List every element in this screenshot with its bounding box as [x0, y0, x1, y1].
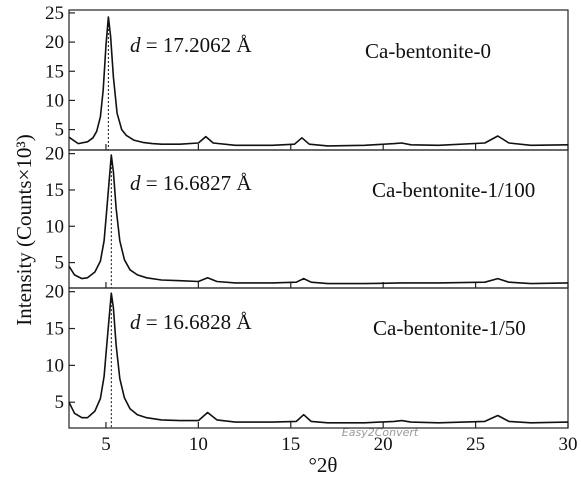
panel-1: 5 10 15 20 25 d = 17.2062 Å Ca-bentonite-0 — [45, 3, 569, 151]
y-tick-label: 15 — [45, 61, 64, 82]
y-tick-label: 5 — [55, 120, 65, 141]
series-line — [68, 292, 569, 424]
y-tick-label: 5 — [55, 253, 65, 274]
d-symbol: d — [130, 310, 146, 334]
x-tick-label: 20 — [374, 434, 393, 455]
x-tick-label: 25 — [466, 434, 485, 455]
y-tick-label: 20 — [45, 32, 64, 53]
y-tick-label: 15 — [45, 319, 64, 340]
x-tick-label: 5 — [101, 434, 111, 455]
x-tick-label: 30 — [559, 434, 578, 455]
d-spacing-label: d = 16.6828 Å — [130, 310, 252, 334]
y-tick-label: 10 — [45, 355, 64, 376]
y-tick-label: 20 — [45, 282, 64, 303]
y-tick-label: 15 — [45, 180, 64, 201]
y-tick-label: 10 — [45, 90, 64, 111]
chart-panels: 5 10 15 20 25 d = 17.2062 Å Ca-bentonite-0 5 10 1… — [45, 3, 578, 455]
x-tick-label: 15 — [281, 434, 300, 455]
d-value: = 16.6828 Å — [146, 310, 253, 334]
x-tick-label: 10 — [189, 434, 208, 455]
d-symbol: d — [130, 33, 146, 57]
y-tick-label: 10 — [45, 216, 64, 237]
panel-3: 5 10 15 20 d = 16.6828 Å Ca-bentonite-1/50 — [45, 282, 569, 429]
d-spacing-label: d = 17.2062 Å — [130, 33, 252, 57]
y-axis-title: Intensity (Counts×10³) — [12, 134, 36, 325]
panel-2: 5 10 15 20 d = 16.6827 Å Ca-bentonite-1/100 — [45, 144, 569, 289]
sample-label: Ca-bentonite-1/50 — [373, 316, 526, 340]
d-symbol: d — [130, 171, 146, 195]
series-line — [68, 154, 569, 285]
panel-frame — [68, 9, 569, 151]
d-value: = 16.6827 Å — [146, 171, 253, 195]
watermark: Easy2Convert — [342, 426, 419, 439]
series-line — [68, 16, 569, 147]
sample-label: Ca-bentonite-1/100 — [372, 178, 535, 202]
sample-label: Ca-bentonite-0 — [365, 39, 491, 63]
panel-frame — [68, 287, 569, 429]
y-tick-label: 20 — [45, 144, 64, 165]
y-tick-label: 5 — [55, 392, 65, 413]
d-spacing-label: d = 16.6827 Å — [130, 171, 252, 195]
d-value: = 17.2062 Å — [146, 33, 253, 57]
y-tick-label: 25 — [45, 3, 64, 24]
x-axis-title: °2θ — [309, 453, 338, 477]
